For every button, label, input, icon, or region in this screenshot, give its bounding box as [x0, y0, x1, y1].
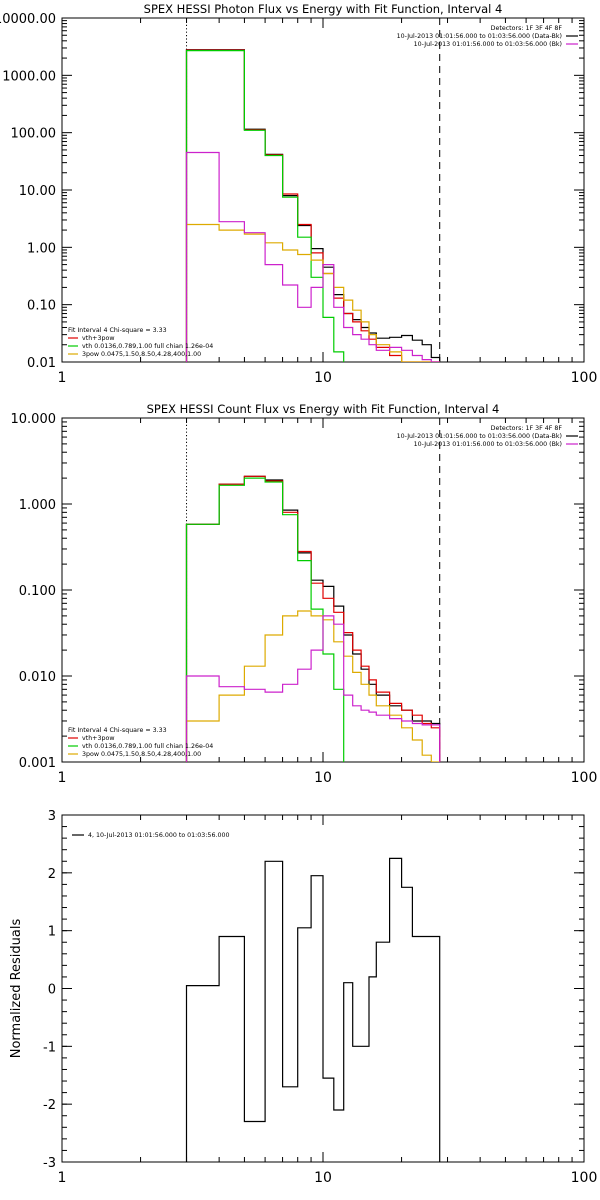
y-tick-label: 10.00 — [19, 184, 56, 199]
series-line-2 — [185, 477, 345, 762]
y-tick-label: 0.100 — [19, 584, 56, 599]
legend-entry: Detectors: 1F 3F 4F 8F — [491, 425, 563, 432]
legend-entry: 3pow 0.0475,1.50,8.50,4.28,400,1.00 — [82, 751, 201, 758]
legend-entry: 4, 10-Jul-2013 01:01:56.000 to 01:03:56.… — [88, 832, 229, 839]
y-tick-label: 10000.00 — [0, 12, 56, 27]
x-tick-label: 100 — [571, 770, 598, 786]
y-tick-label: -1 — [43, 1040, 56, 1055]
series-line-1 — [185, 49, 440, 362]
series-line-4 — [185, 615, 441, 762]
y-tick-label: 1.000 — [19, 498, 56, 513]
legend-entry: Fit Interval 4 Chi-square = 3.33 — [68, 327, 167, 334]
series-line-4 — [185, 151, 440, 362]
legend-entry: 10-Jul-2013 01:01:56.000 to 01:03:56.000… — [414, 441, 562, 448]
y-tick-label: -3 — [43, 1156, 56, 1171]
chart-title: SPEX HESSI Photon Flux vs Energy with Fi… — [144, 2, 503, 16]
x-tick-label: 100 — [571, 1170, 598, 1186]
y-tick-label: 0 — [48, 983, 56, 998]
y-tick-label: 0.10 — [27, 299, 56, 314]
y-tick-label: 1000.00 — [2, 69, 56, 84]
x-tick-label: 100 — [571, 370, 598, 386]
legend-entry: 10-Jul-2013 01:01:56.000 to 01:03:56.000… — [397, 433, 562, 440]
x-tick-label: 10 — [314, 370, 332, 386]
y-tick-label: 3 — [48, 809, 56, 824]
y-axis-label: Normalized Residuals — [9, 919, 24, 1059]
legend-entry: vth 0.0136,0.789,1.00 full chian 1.26e-0… — [82, 743, 213, 750]
y-tick-label: 2 — [48, 867, 56, 882]
legend-entry: 10-Jul-2013 01:01:56.000 to 01:03:56.000… — [397, 33, 562, 40]
legend-entry: vth 0.0136,0.789,1.00 full chian 1.26e-0… — [82, 343, 213, 350]
series-line-0 — [185, 857, 441, 1162]
x-tick-label: 1 — [58, 370, 67, 386]
x-tick-label: 1 — [58, 770, 67, 786]
y-tick-label: 0.01 — [27, 356, 56, 371]
legend-entry: 10-Jul-2013 01:01:56.000 to 01:03:56.000… — [414, 41, 562, 48]
series-line-0 — [185, 49, 441, 362]
y-tick-label: 0.001 — [19, 756, 56, 771]
y-tick-label: 10.000 — [11, 412, 57, 427]
y-tick-label: 100.00 — [11, 127, 57, 142]
y-tick-label: 1 — [48, 925, 56, 940]
legend-entry: vth+3pow — [82, 335, 114, 342]
y-tick-label: 1.00 — [27, 241, 56, 256]
y-tick-label: -2 — [43, 1098, 56, 1113]
x-tick-label: 10 — [314, 1170, 332, 1186]
series-line-3 — [185, 223, 440, 362]
legend-entry: Detectors: 1F 3F 4F 8F — [491, 25, 563, 32]
x-tick-label: 1 — [58, 1170, 67, 1186]
chart-title: SPEX HESSI Count Flux vs Energy with Fit… — [147, 402, 500, 416]
y-tick-label: 0.010 — [19, 670, 56, 685]
legend-entry: vth+3pow — [82, 735, 114, 742]
legend-entry: 3pow 0.0475,1.50,8.50,4.28,400,1.00 — [82, 351, 201, 358]
series-line-2 — [185, 50, 345, 362]
x-tick-label: 10 — [314, 770, 332, 786]
legend-entry: Fit Interval 4 Chi-square = 3.33 — [68, 727, 167, 734]
